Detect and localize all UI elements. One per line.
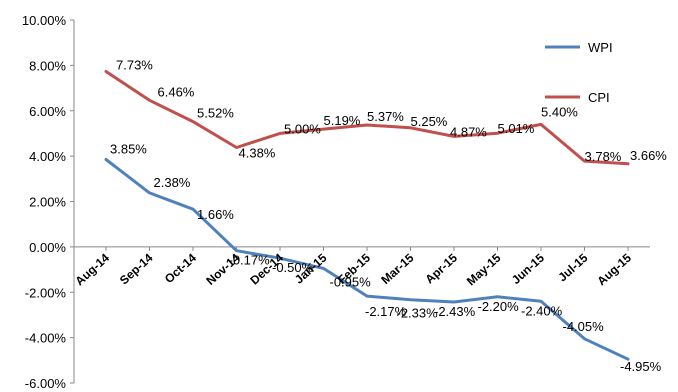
axes: 10.00% 8.00% 6.00% 4.00% 2.00% 0.00% -2.00% -4.…: [22, 13, 650, 391]
data-label-wpi: -2.33%: [397, 306, 439, 321]
data-label-cpi: 5.00%: [284, 121, 321, 136]
data-label-wpi: -0.95%: [330, 274, 372, 289]
data-label-wpi: -0.17%: [229, 253, 271, 268]
data-label-cpi: 5.19%: [324, 113, 361, 128]
y-tick-label: 6.00%: [29, 104, 66, 119]
data-label-cpi: 5.37%: [367, 109, 404, 124]
data-label-cpi: 4.38%: [239, 146, 276, 161]
data-label-wpi: 3.85%: [110, 142, 147, 157]
legend: WPI CPI: [545, 40, 613, 105]
data-label-cpi: 7.73%: [116, 58, 153, 73]
data-label-cpi: 5.52%: [197, 106, 234, 121]
data-label-wpi: -0.50%: [272, 260, 314, 275]
x-tick-label: Aug-14: [72, 250, 112, 288]
y-tick-label: 0.00%: [29, 240, 66, 255]
x-tick-label: Jul-15: [555, 250, 590, 284]
x-tick-label: Aug-15: [594, 250, 634, 288]
x-tick-label: Oct-14: [162, 250, 199, 286]
data-label-wpi: -2.40%: [521, 303, 563, 318]
y-tick-label: -2.00%: [25, 285, 67, 300]
data-label-cpi: 5.01%: [498, 121, 535, 136]
legend-label-wpi: WPI: [588, 40, 613, 55]
data-label-cpi: 5.40%: [541, 104, 578, 119]
y-tick-label: 10.00%: [22, 13, 67, 28]
data-label-wpi: -4.05%: [563, 319, 605, 334]
data-label-wpi: 2.38%: [154, 175, 191, 190]
series-lines: [104, 70, 630, 361]
x-tick-label: Mar-15: [378, 250, 416, 287]
x-tick-label: Jun-15: [509, 250, 547, 287]
x-tick-label: Apr-15: [422, 250, 460, 286]
y-tick-label: 4.00%: [29, 149, 66, 164]
data-label-wpi: -4.95%: [620, 359, 662, 374]
y-tick-label: -4.00%: [25, 331, 67, 346]
y-tick-label: 8.00%: [29, 58, 66, 73]
data-labels: 3.85%2.38%1.66%-0.17% -0.50%-0.95%-2.17%-…: [110, 58, 667, 375]
data-label-cpi: 3.66%: [630, 148, 667, 163]
data-label-cpi: 3.78%: [585, 149, 622, 164]
x-tick-label: Nov-14: [203, 250, 242, 287]
data-label-wpi: -2.17%: [365, 304, 407, 319]
y-tick-label: 2.00%: [29, 195, 66, 210]
series-line-cpi: [104, 70, 630, 166]
data-label-cpi: 5.25%: [411, 114, 448, 129]
data-label-wpi: 1.66%: [197, 207, 234, 222]
series-line-wpi: [104, 158, 630, 361]
data-label-wpi: -2.20%: [478, 299, 520, 314]
x-tick-label: Sep-14: [117, 250, 156, 287]
x-tick-label: May-15: [464, 250, 504, 288]
data-label-wpi: -2.43%: [434, 304, 476, 319]
legend-label-cpi: CPI: [588, 90, 610, 105]
data-label-cpi: 6.46%: [158, 84, 195, 99]
y-tick-label: -6.00%: [25, 376, 67, 391]
data-label-cpi: 4.87%: [450, 124, 487, 139]
